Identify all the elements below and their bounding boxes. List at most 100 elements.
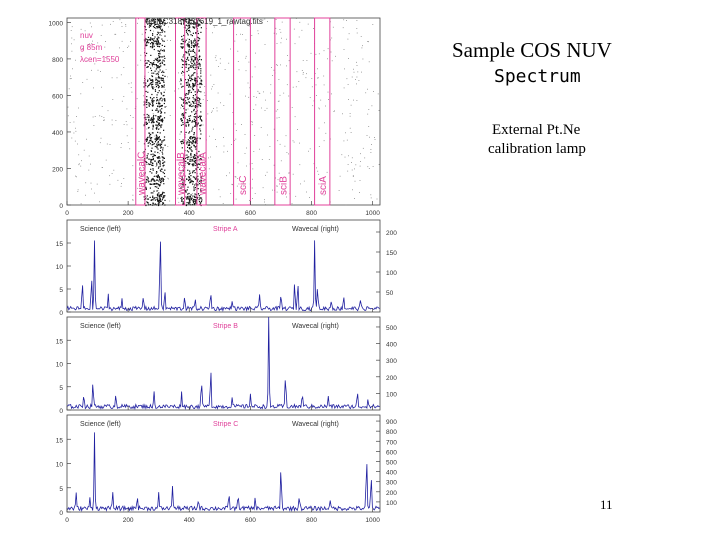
background-event [257, 33, 259, 35]
stripe-event [154, 180, 156, 182]
background-event [124, 32, 126, 33]
background-event [143, 95, 145, 97]
stripe-event [154, 24, 156, 26]
stripe-event [156, 98, 158, 101]
stripe-event [201, 80, 203, 82]
background-event [73, 121, 75, 123]
stripe-event [150, 81, 152, 84]
stripe-event [197, 30, 199, 32]
stripe-event [149, 62, 151, 64]
stripe-event [188, 163, 190, 165]
stripe-event [194, 91, 196, 93]
stripe-event [195, 148, 197, 150]
right-y-tick-label: 100 [386, 391, 397, 398]
panel-stripe-b: Science (left) Stripe B Wavecal (right)051… [56, 316, 397, 415]
stripe-event [189, 89, 191, 91]
stripe-event [200, 31, 202, 33]
stripe-event [159, 34, 161, 36]
stripe-event [155, 127, 157, 129]
background-event [158, 105, 160, 107]
background-event [215, 55, 217, 57]
background-event [244, 153, 246, 154]
background-event [368, 41, 369, 43]
stripe-event [197, 156, 199, 158]
background-event [356, 76, 358, 78]
stripe-event [180, 78, 182, 80]
stripe-event [164, 99, 166, 101]
background-event [78, 107, 79, 109]
stripe-event [158, 166, 160, 168]
stripe-event [162, 157, 164, 159]
background-event [299, 164, 301, 166]
stripe-event [149, 78, 151, 80]
panel-right-label: Wavecal (right) [292, 323, 339, 330]
background-event [335, 55, 336, 57]
stripe-event [180, 131, 182, 133]
background-event [313, 163, 315, 165]
stripe-event [151, 117, 153, 119]
stripe-event [146, 201, 148, 203]
background-event [367, 113, 369, 115]
stripe-event [148, 132, 151, 134]
stripe-event [149, 139, 151, 141]
stripe-event [149, 134, 151, 136]
stripe-event [151, 63, 153, 65]
stripe-event [158, 106, 161, 108]
background-event [315, 84, 317, 86]
background-event [185, 59, 187, 60]
background-event [130, 87, 132, 88]
left-y-tick-label: 10 [56, 362, 64, 369]
background-event [262, 187, 264, 189]
stripe-event [195, 194, 197, 196]
background-event [132, 165, 134, 167]
stripe-event [162, 119, 164, 121]
stripe-event [143, 82, 145, 84]
stripe-event [153, 45, 155, 47]
stripe-event [159, 194, 161, 197]
stripe-event [159, 26, 161, 28]
stripe-event [150, 163, 152, 165]
stripe-event [186, 33, 189, 35]
stripe-event [192, 156, 194, 158]
stripe-event [194, 164, 196, 167]
background-event [162, 171, 164, 172]
stripe-event [195, 200, 197, 202]
stripe-event [162, 165, 164, 167]
stripe-event [151, 64, 153, 66]
background-event [182, 74, 184, 76]
stripe-event [161, 140, 163, 142]
stripe-event [158, 60, 160, 62]
stripe-event [158, 192, 160, 194]
stripe-event [162, 78, 164, 80]
stripe-event [185, 112, 187, 114]
stripe-event [198, 100, 200, 102]
right-y-tick-label: 50 [386, 290, 394, 297]
stripe-event [162, 171, 164, 174]
background-event [342, 113, 343, 115]
background-event [254, 193, 256, 194]
stripe-event [153, 198, 155, 200]
stripe-event [150, 168, 152, 170]
stripe-event [161, 29, 163, 31]
stripe-event [149, 64, 151, 66]
stripe-event [183, 40, 185, 42]
right-y-tick-label: 200 [386, 375, 397, 382]
background-event [374, 139, 376, 140]
background-event [276, 117, 278, 119]
stripe-event [194, 105, 196, 107]
stripe-event [153, 100, 155, 102]
background-event [291, 107, 293, 108]
stripe-event [155, 82, 157, 84]
background-event [253, 109, 255, 110]
stripe-event [150, 199, 153, 201]
region-label: wavecalC [136, 152, 147, 196]
stripe-event [161, 86, 163, 88]
stripe-event [159, 82, 161, 84]
stripe-event [190, 75, 193, 77]
background-event [292, 173, 294, 175]
background-event [86, 78, 88, 80]
stripe-event [155, 175, 158, 177]
background-event [187, 108, 189, 110]
background-event [306, 60, 308, 61]
background-event [117, 179, 119, 181]
